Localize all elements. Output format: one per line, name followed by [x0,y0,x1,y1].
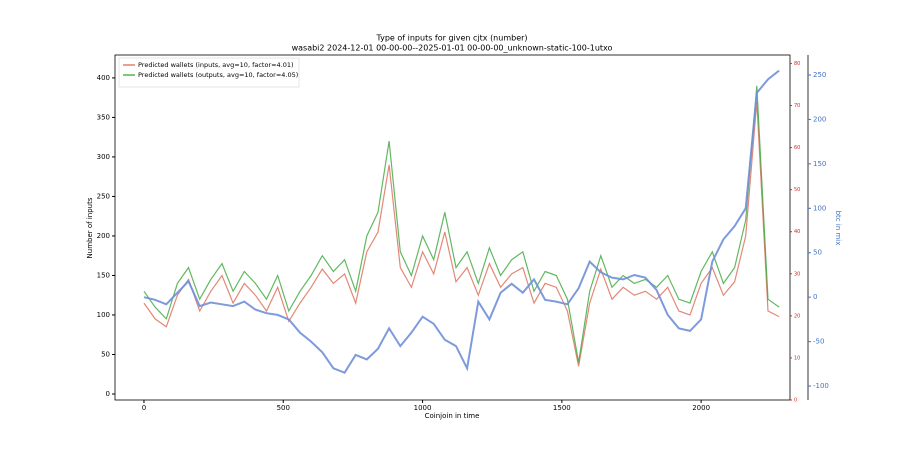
y2-tick-label: 200 [813,115,826,123]
y-tick-label: 50 [101,350,110,358]
y-tick-label: 250 [97,192,110,200]
y3-tick-label: 70 [794,103,800,109]
y3-tick-label: 60 [794,145,800,151]
y2-tick-label: 150 [813,160,826,168]
chart-title: Type of inputs for given cjtx (number) [375,34,527,43]
y-tick-label: 350 [97,113,110,121]
x-axis-label: Coinjoin in time [425,412,480,420]
chart-subtitle: wasabi2 2024-12-01 00-00-00--2025-01-01 … [292,44,613,53]
y2-tick-label: 250 [813,71,826,79]
series-line [143,69,780,374]
legend-label: Predicted wallets (inputs, avg=10, facto… [138,61,294,69]
x-tick-label: 1000 [414,404,432,412]
legend-label: Predicted wallets (outputs, avg=10, fact… [138,71,298,79]
y3-tick-label: 20 [794,313,800,319]
y-axis-label: Number of inputs [86,197,94,258]
y3-tick-label: 0 [794,398,797,404]
y2-tick-label: -100 [813,382,829,390]
y2-tick-label: 50 [813,249,822,257]
x-tick-label: 1500 [553,404,571,412]
y2-axis-label: btc in mix [834,211,842,246]
series-line [143,85,780,363]
y2-tick-label: -50 [813,338,824,346]
y3-tick-label: 30 [794,271,800,277]
x-tick-label: 2000 [692,404,710,412]
legend-box [118,57,300,88]
y3-tick-label: 80 [794,61,800,67]
y3-tick-label: 40 [794,229,800,235]
x-tick-label: 500 [277,404,290,412]
y2-tick-label: 0 [813,293,817,301]
x-tick-label: 0 [142,404,146,412]
y-tick-label: 0 [106,390,110,398]
plot-area [114,54,791,401]
series-line [143,101,780,367]
y-tick-label: 300 [97,153,110,161]
y3-tick-label: 50 [794,187,800,193]
y-tick-label: 400 [97,74,110,82]
y-tick-label: 100 [97,311,110,319]
y-tick-label: 200 [97,232,110,240]
y2-tick-label: 100 [813,204,826,212]
y-tick-label: 150 [97,271,110,279]
y3-tick-label: 10 [794,355,800,361]
